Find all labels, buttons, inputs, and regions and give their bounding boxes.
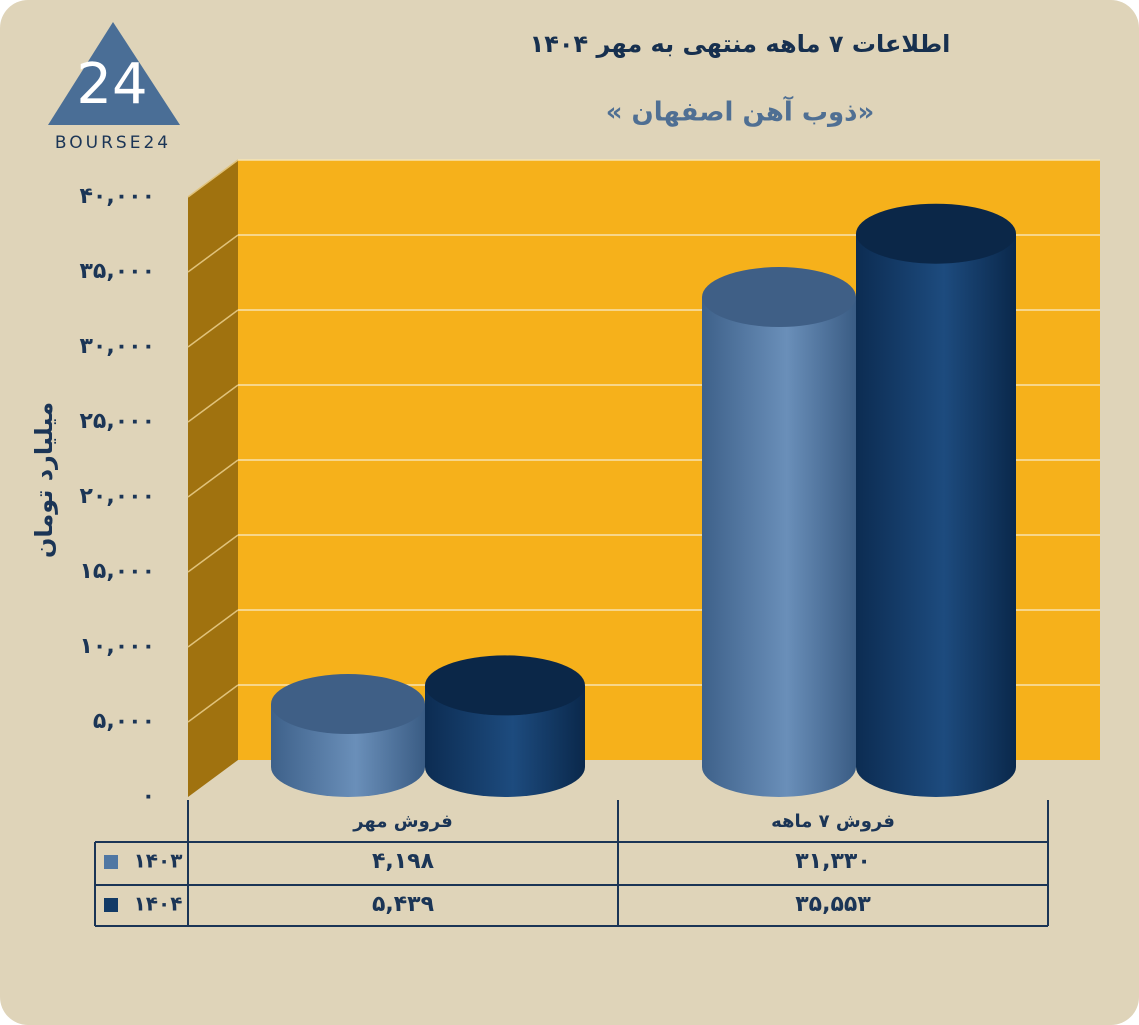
logo: 24 BOURSE24 (48, 22, 180, 153)
cylinder-top (271, 674, 425, 735)
chart-subtitle: « ذوب آهن اصفهان» (606, 96, 875, 128)
table-value: ۴,۱۹۸ (372, 849, 435, 874)
legend-label: ۱۴۰۳ (134, 849, 183, 873)
grid-line (187, 459, 239, 498)
cylinder-top (425, 655, 585, 716)
grid-line (187, 609, 239, 648)
table-value: ۳۵,۵۵۳ (795, 892, 871, 917)
grid-line (187, 159, 239, 198)
cylinder-body (856, 233, 1016, 797)
table-value: ۳۱,۳۳۰ (795, 849, 871, 874)
cylinder (702, 267, 856, 797)
legend-label: ۱۴۰۴ (134, 892, 183, 916)
grid-line (187, 684, 239, 723)
category-label: فروش ۷ ماهه (771, 811, 895, 832)
y-tick-label: ۳۵,۰۰۰ (80, 259, 156, 284)
category-label: فروش مهر (352, 811, 453, 832)
y-tick-label: ۲۵,۰۰۰ (80, 409, 156, 434)
y-tick-label: ۱۵,۰۰۰ (80, 559, 156, 584)
cylinder-body (702, 297, 856, 797)
grid-line (187, 384, 239, 423)
y-tick-label: ۳۰,۰۰۰ (80, 334, 156, 359)
y-tick-label: ۰ (142, 784, 155, 809)
grid-line (187, 234, 239, 273)
legend-swatch (104, 855, 118, 869)
logo-text: BOURSE24 (55, 133, 171, 153)
cylinder (856, 203, 1016, 797)
y-tick-label: ۱۰,۰۰۰ (80, 634, 156, 659)
grid-line (187, 534, 239, 573)
y-tick-label: ۵,۰۰۰ (93, 709, 155, 734)
legend-swatch (104, 898, 118, 912)
logo-mark: 24 (76, 52, 147, 117)
cylinder-top (702, 267, 856, 328)
y-tick-label: ۲۰,۰۰۰ (80, 484, 156, 509)
chart-title: اطلاعات ۷ ماهه منتهی به مهر ۱۴۰۴ (530, 30, 951, 58)
grid-line (187, 309, 239, 348)
bars (271, 203, 1016, 797)
cylinder (271, 674, 425, 797)
cylinder (425, 655, 585, 797)
table-value: ۵,۴۳۹ (372, 892, 434, 917)
cylinder-body (425, 685, 585, 797)
cylinder-top (856, 203, 1016, 264)
data-table (94, 800, 1049, 927)
logo-triangle (48, 22, 180, 125)
y-tick-label: ۴۰,۰۰۰ (80, 184, 156, 209)
y-axis-label: میلیارد تومان (30, 402, 58, 558)
